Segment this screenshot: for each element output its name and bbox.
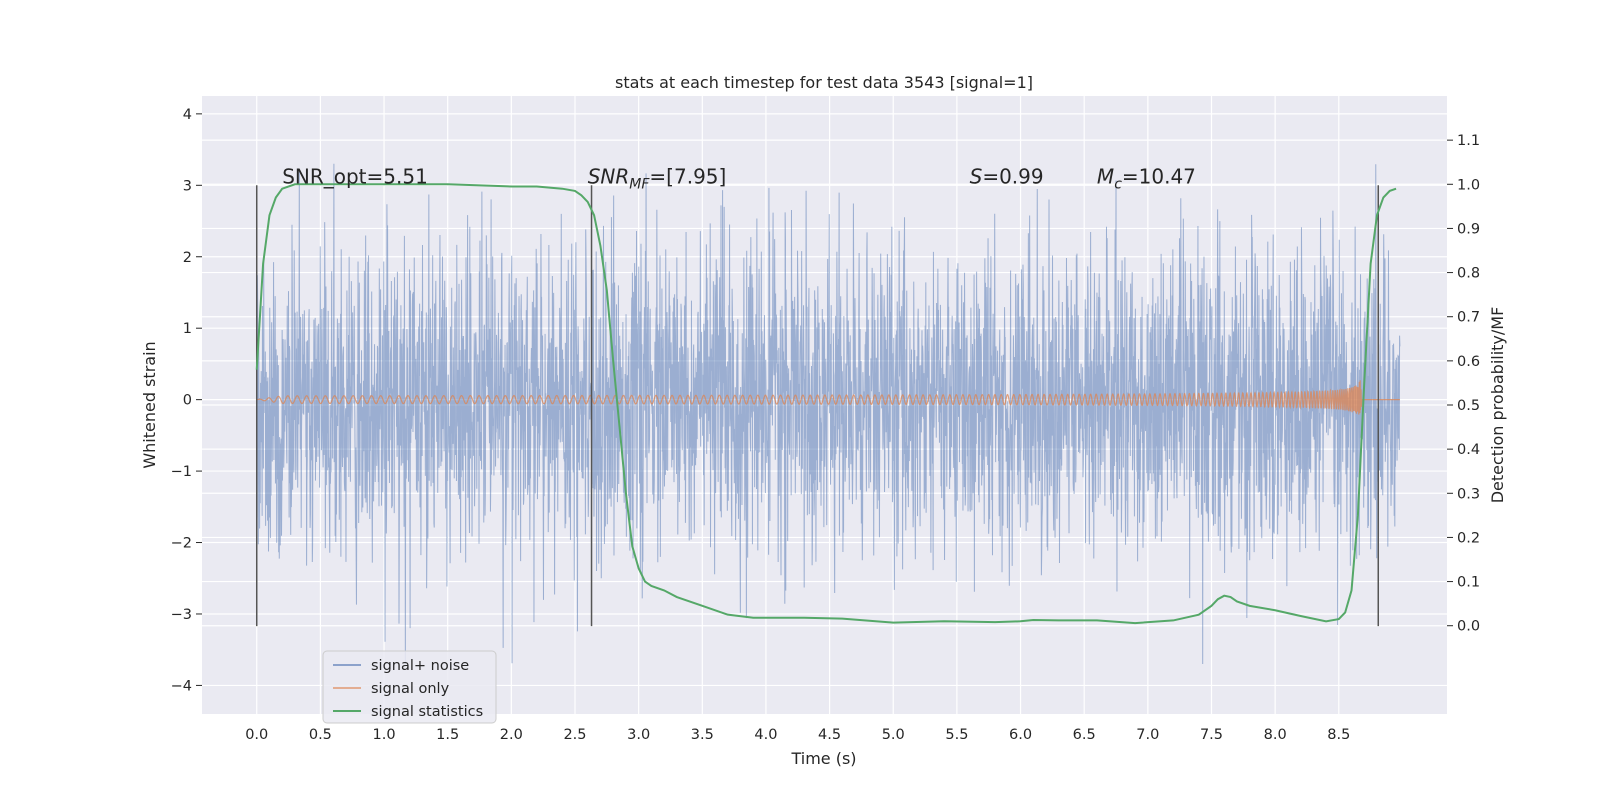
x-tick-label: 7.0 <box>1136 727 1159 743</box>
noise-layer <box>256 163 1401 664</box>
legend-label: signal+ noise <box>371 658 469 674</box>
y-tick-label-right: 0.5 <box>1457 398 1480 414</box>
y-tick-label-left: 4 <box>183 107 192 123</box>
x-tick-label: 7.5 <box>1200 727 1223 743</box>
x-axis-label: Time (s) <box>790 749 856 768</box>
y-tick-label-right: 0.0 <box>1457 619 1480 635</box>
y-tick-label-right: 1.1 <box>1457 133 1480 149</box>
y-tick-label-left: 0 <box>183 393 192 409</box>
series-signal-only <box>256 380 1400 415</box>
annotation-layer: SNR_opt=5.51 SNRMF=[7.95] S=0.99 Mc=10.47 <box>282 164 1196 192</box>
annotation-prefix: SNR <box>588 164 630 188</box>
annotation-subscript: MF <box>629 176 650 192</box>
vline-layer <box>255 185 1380 627</box>
signal-layer <box>256 380 1400 415</box>
y-tick-label-right: 0.8 <box>1457 266 1480 282</box>
annotation-subscript: c <box>1114 176 1122 192</box>
y-tick-label-left: 1 <box>183 321 192 337</box>
legend-box <box>322 650 497 724</box>
x-tick-label: 6.5 <box>1073 727 1096 743</box>
y-tick-label-left: −2 <box>171 536 192 552</box>
annotation-text: SNRMF=[7.95] <box>588 164 727 192</box>
x-tick-label: 2.5 <box>563 727 586 743</box>
x-tick-label: 6.0 <box>1009 727 1032 743</box>
x-tick-label: 3.5 <box>691 727 714 743</box>
x-tick-label: 0.0 <box>245 727 268 743</box>
series-signal-noise <box>256 163 1401 664</box>
annotation-text: SNR_opt=5.51 <box>282 164 428 188</box>
x-tick-label: 4.5 <box>818 727 841 743</box>
annotation-text: S=0.99 <box>970 164 1044 188</box>
legend: signal+ noise signal only signal statistic… <box>322 650 497 724</box>
y-tick-label-left: −1 <box>171 464 192 480</box>
y-tick-label-right: 0.6 <box>1457 354 1480 370</box>
x-tick-label: 0.5 <box>309 727 332 743</box>
y-axis-label-left: Whitened strain <box>140 341 159 468</box>
x-tick-label: 5.5 <box>945 727 968 743</box>
chart-title: stats at each timestep for test data 354… <box>615 73 1033 92</box>
annotation-text: Mc=10.47 <box>1097 164 1196 192</box>
y-tick-label-right: 0.7 <box>1457 310 1480 326</box>
annotation-suffix: =[7.95] <box>649 164 726 188</box>
x-tick-label: 1.5 <box>436 727 459 743</box>
axis-layer: 0.0 0.5 1.0 1.5 2.0 2.5 3.0 3.5 4.0 4.5 5.0 5.5 6.0 6… <box>171 107 1480 743</box>
x-tick-label: 4.0 <box>754 727 777 743</box>
y-tick-label-right: 0.4 <box>1457 442 1480 458</box>
series-signal-statistics <box>255 183 1397 625</box>
y-tick-label-right: 0.2 <box>1457 530 1480 546</box>
x-tick-label: 8.5 <box>1327 727 1350 743</box>
annotation-prefix: S <box>970 164 983 188</box>
annotation-suffix: =0.99 <box>982 164 1043 188</box>
x-tick-label: 5.0 <box>882 727 905 743</box>
x-tick-label: 2.0 <box>500 727 523 743</box>
y-axis-label-right: Detection probability/MF <box>1488 307 1507 504</box>
y-tick-label-right: 0.9 <box>1457 221 1480 237</box>
y-tick-label-left: −4 <box>171 678 192 694</box>
x-tick-label: 3.0 <box>627 727 650 743</box>
y-tick-label-right: 1.0 <box>1457 177 1480 193</box>
x-tick-label: 1.0 <box>373 727 396 743</box>
y-tick-label-right: 0.3 <box>1457 486 1480 502</box>
y-tick-label-left: −3 <box>171 607 192 623</box>
y-tick-label-left: 3 <box>183 178 192 194</box>
y-tick-label-left: 2 <box>183 250 192 266</box>
x-tick-label: 8.0 <box>1264 727 1287 743</box>
annotation-suffix: =10.47 <box>1122 164 1196 188</box>
stat-layer <box>255 183 1397 625</box>
annotation-prefix: M <box>1097 164 1114 188</box>
legend-label: signal statistics <box>371 704 483 720</box>
y-tick-label-right: 0.1 <box>1457 575 1480 591</box>
legend-label: signal only <box>371 681 450 697</box>
